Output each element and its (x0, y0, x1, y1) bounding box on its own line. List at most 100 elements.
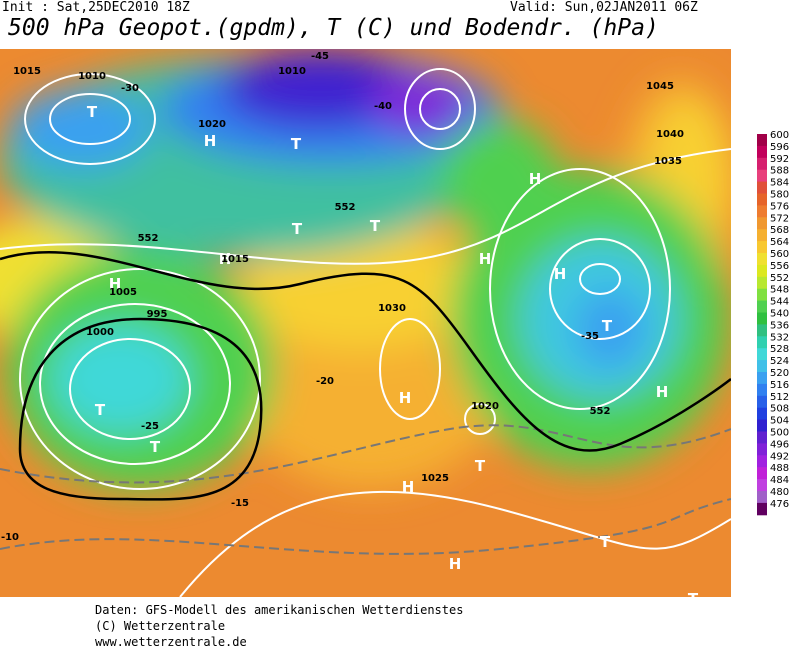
552-line (0, 250, 731, 501)
colorbar-label: 516 (770, 380, 789, 391)
pressure-center: H (449, 555, 462, 573)
pressure-center: T (602, 317, 613, 335)
contour-label: -45 (311, 51, 329, 62)
contour-label: 1035 (654, 156, 682, 167)
colorbar-label: 564 (770, 237, 789, 248)
colorbar-label: 504 (770, 416, 789, 427)
footer-source: Daten: GFS-Modell des amerikanischen Wet… (95, 603, 464, 617)
contour-label: -20 (316, 376, 334, 387)
contour-label: 1040 (656, 129, 684, 140)
footer-copyright: (C) Wetterzentrale (95, 619, 226, 633)
contour-label: 1010 (278, 66, 306, 77)
contour-label: 1005 (109, 287, 137, 298)
pressure-center: H (109, 275, 122, 293)
colorbar-label: 600 (770, 130, 789, 141)
contour-label: -25 (141, 421, 159, 432)
colorbar-swatch (757, 217, 767, 230)
colorbar-swatch (757, 253, 767, 266)
pressure-center: H (479, 250, 492, 268)
colorbar-swatch (757, 455, 767, 468)
footer-url: www.wetterzentrale.de (95, 635, 247, 648)
contour-label: 1015 (13, 66, 41, 77)
colorbar-swatch (757, 312, 767, 325)
colorbar-label: 568 (770, 225, 789, 236)
colorbar-swatch (757, 288, 767, 302)
colorbar-label: 520 (770, 368, 789, 379)
colorbar-swatch (757, 134, 767, 147)
contour-label: 1030 (378, 303, 406, 314)
map-labels: T T T T T T H H H H H H H H T T H H T T 1010 1005 995 1000 1020 1… (1, 51, 699, 597)
contour-label: 1020 (471, 401, 499, 412)
colorbar-swatch (757, 502, 767, 516)
pressure-center: H (219, 250, 232, 268)
colorbar-swatch (757, 383, 767, 397)
contour-label: -15 (231, 498, 249, 509)
colorbar-label: 496 (770, 439, 789, 450)
colorbar-label: 580 (770, 190, 789, 201)
colorbar-swatch (757, 491, 767, 504)
pressure-center: H (399, 389, 412, 407)
colorbar-label: 500 (770, 428, 789, 439)
pressure-center: T (150, 438, 161, 456)
colorbar-swatch (757, 395, 767, 409)
contour-label: 1010 (78, 71, 106, 82)
colorbar-swatch (757, 181, 767, 194)
pressure-center: H (402, 478, 415, 496)
contour-label: 1020 (198, 119, 226, 130)
contour-label: -40 (374, 101, 392, 112)
colorbar-swatch (757, 229, 767, 242)
colorbar-swatch (757, 157, 767, 171)
colorbar-label: 584 (770, 178, 789, 189)
colorbar-swatch (757, 443, 767, 456)
pressure-center: T (688, 590, 699, 597)
colorbar-label: 560 (770, 249, 789, 260)
colorbar-label: 576 (770, 201, 789, 212)
colorbar-label: 536 (770, 320, 789, 331)
colorbar-label: 556 (770, 261, 789, 272)
colorbar-label: 572 (770, 213, 789, 224)
pressure-center: T (475, 457, 486, 475)
init-time: Init : Sat,25DEC2010 18Z (2, 0, 190, 15)
colorbar-swatch (757, 193, 767, 206)
colorbar-swatch (757, 145, 767, 159)
colorbar-swatch (757, 336, 767, 349)
colorbar-label: 540 (770, 309, 789, 320)
pressure-center: H (656, 383, 669, 401)
isotherms (0, 424, 731, 555)
map: T T T T T T H H H H H H H H T T H H T T 1010 1005 995 1000 1020 1… (0, 49, 731, 597)
pressure-center: T (292, 220, 303, 238)
contour-label: 995 (147, 309, 168, 320)
contour-label: 1000 (86, 327, 114, 338)
pressure-center: T (370, 217, 381, 235)
colorbar-label: 476 (770, 499, 789, 510)
pressure-center: T (291, 135, 302, 153)
pressure-center: H (204, 132, 217, 150)
colorbar-swatch (757, 300, 767, 313)
contour-label: 552 (590, 406, 611, 417)
isobars (0, 68, 731, 597)
colorbar-swatch (757, 276, 767, 290)
colorbar-label: 484 (770, 475, 789, 486)
colorbar-swatch (757, 348, 767, 361)
pressure-center: H (554, 265, 567, 283)
colorbar-swatch (757, 479, 767, 492)
colorbar-swatch (757, 372, 767, 385)
valid-time: Valid: Sun,02JAN2011 06Z (510, 0, 698, 15)
pressure-center: T (87, 103, 98, 121)
colorbar-label: 544 (770, 297, 789, 308)
pressure-center: T (600, 533, 611, 551)
contour-label: 1015 (221, 254, 249, 265)
colorbar-label: 488 (770, 463, 789, 474)
colorbar-swatch (757, 241, 767, 254)
colorbar-label: 532 (770, 332, 789, 343)
colorbar-swatch (757, 205, 767, 218)
colorbar-label: 548 (770, 285, 789, 296)
colorbar-swatch (757, 467, 767, 480)
colorbar-label: 480 (770, 487, 789, 498)
contour-label: -10 (1, 532, 19, 543)
colorbar-swatch (757, 264, 767, 278)
colorbar-label: 596 (770, 142, 789, 153)
colorbar-swatch (757, 431, 767, 444)
map-title: 500 hPa Geopot.(gpdm), T (C) und Bodendr… (8, 15, 659, 41)
